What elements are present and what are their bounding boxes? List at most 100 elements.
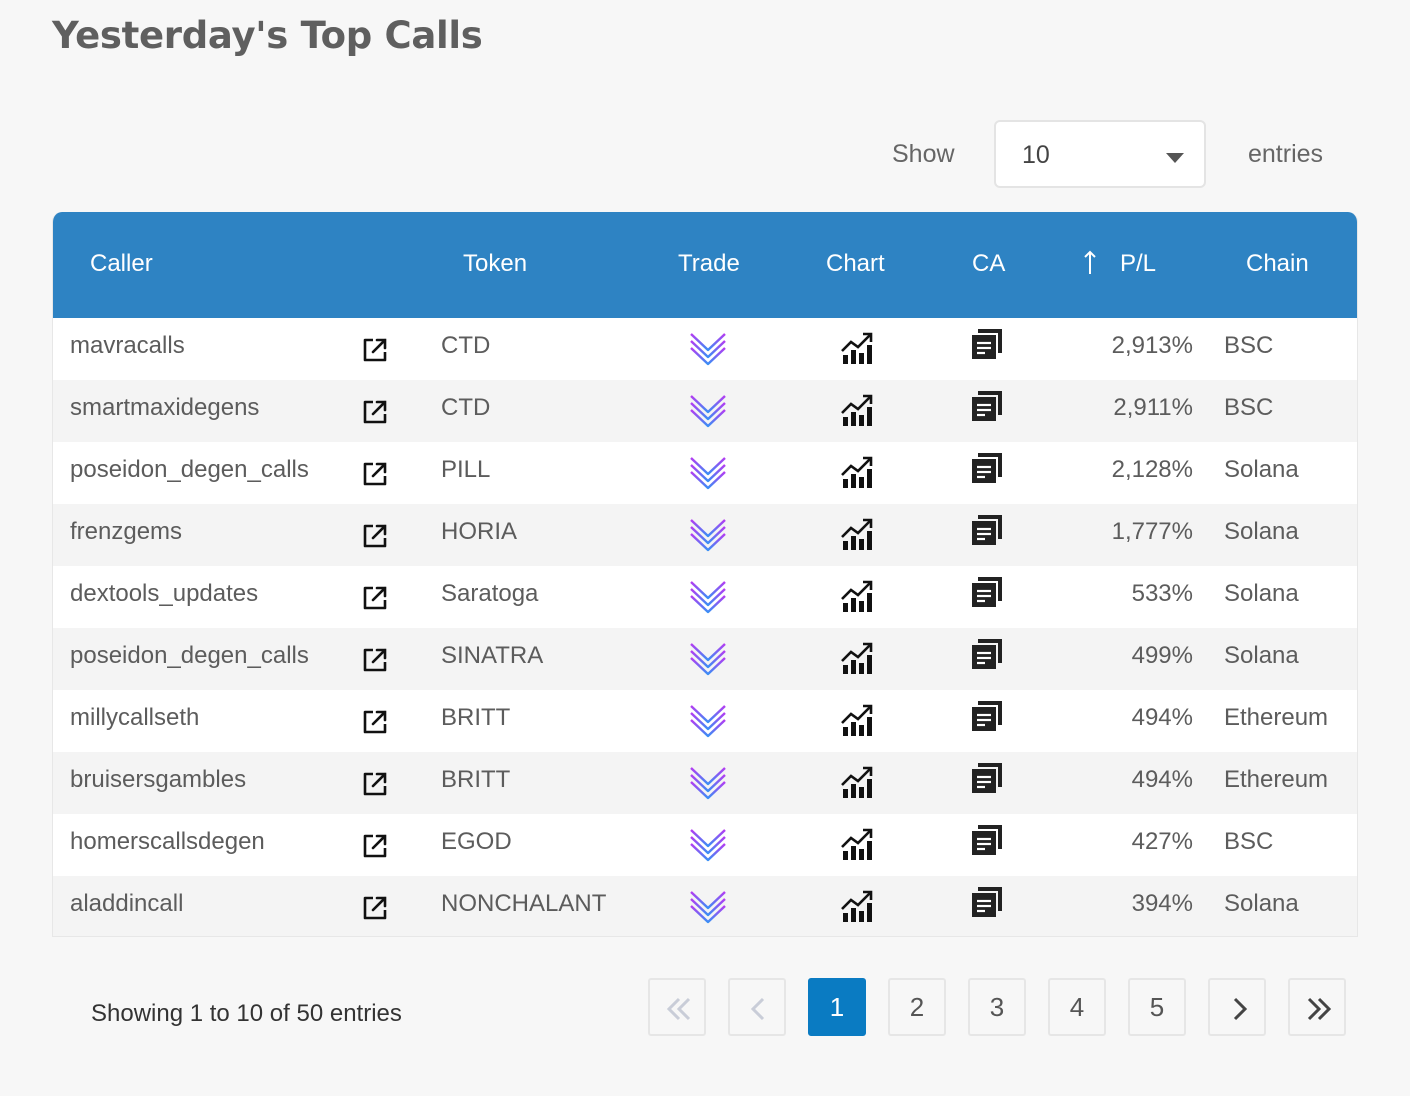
copy-icon[interactable] <box>970 885 1004 924</box>
caller-name[interactable]: homerscallsdegen <box>70 828 265 855</box>
column-header-chain[interactable]: Chain <box>1246 250 1309 277</box>
profit-loss-value: 427% <box>1131 828 1193 855</box>
copy-icon[interactable] <box>970 327 1004 366</box>
chain-name: Solana <box>1224 518 1299 545</box>
column-header-chart[interactable]: Chart <box>826 250 885 277</box>
profit-loss-value: 533% <box>1131 580 1193 607</box>
column-header-caller[interactable]: Caller <box>90 250 153 277</box>
chart-icon[interactable] <box>840 703 874 742</box>
chart-icon[interactable] <box>840 641 874 680</box>
caller-name[interactable]: poseidon_degen_calls <box>70 456 309 483</box>
chart-icon[interactable] <box>840 827 874 866</box>
trade-logo-icon[interactable] <box>688 888 728 929</box>
trade-logo-icon[interactable] <box>688 516 728 557</box>
page-button-3[interactable]: 3 <box>968 978 1026 1036</box>
trade-logo-icon[interactable] <box>688 764 728 805</box>
page-button-5[interactable]: 5 <box>1128 978 1186 1036</box>
trade-logo-icon[interactable] <box>688 392 728 433</box>
page-button-2[interactable]: 2 <box>888 978 946 1036</box>
chevron-left-icon <box>750 997 765 1021</box>
profit-loss-value: 2,911% <box>1113 394 1193 421</box>
chart-icon[interactable] <box>840 455 874 494</box>
caller-name[interactable]: millycallseth <box>70 704 200 731</box>
external-link-icon[interactable] <box>362 833 388 864</box>
pagination-info: Showing 1 to 10 of 50 entries <box>91 1000 402 1027</box>
external-link-icon[interactable] <box>362 709 388 740</box>
token-symbol: CTD <box>441 394 491 421</box>
external-link-icon[interactable] <box>362 895 388 926</box>
table-header: Caller Token Trade Chart CA P/L Chain <box>53 212 1357 318</box>
page-button-1[interactable]: 1 <box>808 978 866 1036</box>
trade-logo-icon[interactable] <box>688 826 728 867</box>
profit-loss-value: 394% <box>1131 890 1193 917</box>
trade-logo-icon[interactable] <box>688 330 728 371</box>
external-link-icon[interactable] <box>362 461 388 492</box>
top-calls-table: Caller Token Trade Chart CA P/L Chain ma… <box>52 212 1358 937</box>
show-label: Show <box>892 140 955 168</box>
token-symbol: NONCHALANT <box>441 890 607 917</box>
trade-logo-icon[interactable] <box>688 578 728 619</box>
external-link-icon[interactable] <box>362 399 388 430</box>
page-button-4[interactable]: 4 <box>1048 978 1106 1036</box>
chain-name: BSC <box>1224 828 1274 855</box>
column-header-trade[interactable]: Trade <box>678 250 740 277</box>
entries-length-control: Show 10 entries <box>880 120 1340 192</box>
chart-icon[interactable] <box>840 331 874 370</box>
external-link-icon[interactable] <box>362 585 388 616</box>
last-page-button[interactable] <box>1288 978 1346 1036</box>
profit-loss-value: 494% <box>1131 766 1193 793</box>
token-symbol: SINATRA <box>441 642 544 669</box>
caller-name[interactable]: smartmaxidegens <box>70 394 260 421</box>
caller-name[interactable]: aladdincall <box>70 890 184 917</box>
column-header-ca[interactable]: CA <box>972 250 1006 277</box>
chart-icon[interactable] <box>840 517 874 556</box>
previous-page-button[interactable] <box>728 978 786 1036</box>
external-link-icon[interactable] <box>362 523 388 554</box>
column-header-token[interactable]: Token <box>463 250 528 277</box>
caller-name[interactable]: bruisersgambles <box>70 766 247 793</box>
copy-icon[interactable] <box>970 575 1004 614</box>
profit-loss-value: 494% <box>1131 704 1193 731</box>
chart-icon[interactable] <box>840 889 874 928</box>
trade-logo-icon[interactable] <box>688 454 728 495</box>
table-row: smartmaxidegens CTD 2,911% BSC <box>53 380 1357 442</box>
sort-up-arrow-icon[interactable] <box>1084 250 1096 276</box>
token-symbol: Saratoga <box>441 580 539 607</box>
next-page-button[interactable] <box>1208 978 1266 1036</box>
entries-select[interactable]: 10 <box>994 120 1206 188</box>
token-symbol: BRITT <box>441 766 511 793</box>
chart-icon[interactable] <box>840 579 874 618</box>
token-symbol: PILL <box>441 456 491 483</box>
trade-logo-icon[interactable] <box>688 640 728 681</box>
copy-icon[interactable] <box>970 637 1004 676</box>
chart-icon[interactable] <box>840 393 874 432</box>
caller-name[interactable]: mavracalls <box>70 332 185 359</box>
profit-loss-value: 499% <box>1131 642 1193 669</box>
chart-icon[interactable] <box>840 765 874 804</box>
copy-icon[interactable] <box>970 513 1004 552</box>
external-link-icon[interactable] <box>362 337 388 368</box>
trade-logo-icon[interactable] <box>688 702 728 743</box>
copy-icon[interactable] <box>970 451 1004 490</box>
entries-label: entries <box>1248 140 1324 168</box>
copy-icon[interactable] <box>970 823 1004 862</box>
caller-name[interactable]: frenzgems <box>70 518 183 545</box>
table-row: millycallseth BRITT 494% Ethereum <box>53 690 1357 752</box>
first-page-button[interactable] <box>648 978 706 1036</box>
chain-name: Solana <box>1224 642 1299 669</box>
copy-icon[interactable] <box>970 699 1004 738</box>
column-header-pl[interactable]: P/L <box>1120 250 1157 277</box>
chain-name: Ethereum <box>1224 704 1329 731</box>
external-link-icon[interactable] <box>362 771 388 802</box>
external-link-icon[interactable] <box>362 647 388 678</box>
copy-icon[interactable] <box>970 761 1004 800</box>
table-row: mavracalls CTD 2,913% BSC <box>53 318 1357 380</box>
chain-name: Solana <box>1224 456 1299 483</box>
caller-name[interactable]: poseidon_degen_calls <box>70 642 309 669</box>
caller-name[interactable]: dextools_updates <box>70 580 259 607</box>
double-chevron-right-icon <box>1307 997 1332 1021</box>
token-symbol: BRITT <box>441 704 511 731</box>
table-row: poseidon_degen_calls SINATRA 499% Solana <box>53 628 1357 690</box>
copy-icon[interactable] <box>970 389 1004 428</box>
caret-down-icon <box>1166 153 1184 163</box>
